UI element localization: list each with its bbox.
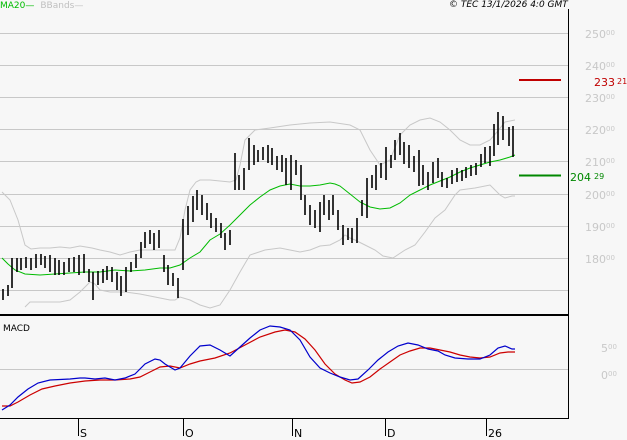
price-y-axis-labels: 25000 24000 23000 22000 21000 20000 1900… [585,28,615,266]
macd-line [1,325,515,411]
x-axis [78,419,487,436]
bb-lower-line [24,184,515,309]
legend-bbands-label: BBands [40,1,75,11]
resistance-value-label: 233 21 [594,76,627,89]
macd-y-tick-500: 500 [601,342,617,355]
support-value-label: 204 29 [570,171,604,184]
y-tick-19000: 19000 [585,221,615,234]
legend-ma20-swatch: — [25,1,35,11]
y-tick-23000: 23000 [585,92,615,105]
y-tick-20000: 20000 [585,189,615,202]
macd-y-tick-0: 000 [601,369,617,382]
y-tick-18000: 18000 [585,253,615,266]
y-tick-21000: 21000 [585,156,615,169]
y-tick-24000: 24000 [585,60,615,73]
copyright-timestamp: © TEC 13/1/2026 4:0 GMT [449,0,568,10]
x-tick-label-sep: S [80,427,87,440]
legend-bbands: BBands— [40,1,83,11]
y-tick-22000: 22000 [585,124,615,137]
x-tick-label-oct: O [185,427,194,440]
legend-bbands-swatch: — [74,1,84,11]
bollinger-bands [1,117,516,309]
chart-legend: MA20— BBands— [0,0,83,12]
price-gridlines [0,33,568,291]
macd-title: MACD [3,324,30,334]
x-tick-label-dec: D [387,427,395,440]
legend-ma20: MA20— [0,1,34,11]
macd-signal-line [2,329,515,407]
bb-upper-line [1,117,516,256]
price-bars [2,112,514,300]
x-tick-label-nov: N [294,427,302,440]
x-tick-label-2026: 26 [488,427,502,440]
legend-ma20-label: MA20 [0,1,26,11]
y-tick-25000: 25000 [585,28,615,41]
